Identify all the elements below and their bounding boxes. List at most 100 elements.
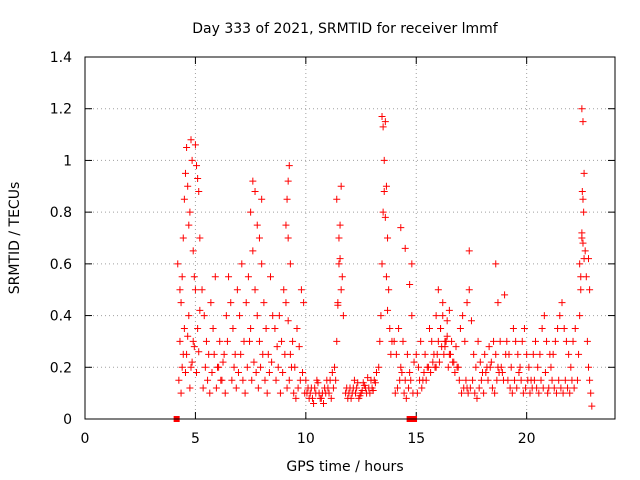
data-point xyxy=(463,384,471,392)
data-point xyxy=(241,389,249,397)
data-point xyxy=(381,118,389,126)
data-point xyxy=(255,337,263,345)
data-point xyxy=(201,363,209,371)
data-point xyxy=(445,306,453,314)
data-point xyxy=(441,337,449,345)
data-point xyxy=(417,337,425,345)
data-point xyxy=(249,177,257,185)
data-point xyxy=(352,389,360,397)
data-point xyxy=(485,343,493,351)
data-point xyxy=(290,389,298,397)
data-point xyxy=(444,363,452,371)
data-point xyxy=(472,363,480,371)
data-point xyxy=(325,389,333,397)
data-point xyxy=(273,343,281,351)
data-point xyxy=(375,363,383,371)
data-point xyxy=(398,368,406,376)
data-point xyxy=(585,255,592,263)
data-point xyxy=(195,348,203,356)
data-point xyxy=(216,337,224,345)
data-point xyxy=(254,384,262,392)
data-point xyxy=(482,368,490,376)
data-point xyxy=(275,312,283,320)
data-point xyxy=(382,273,390,281)
data-point xyxy=(223,337,231,345)
data-point xyxy=(422,376,430,384)
data-point xyxy=(212,384,220,392)
data-point xyxy=(462,376,470,384)
data-point xyxy=(250,358,258,366)
data-point xyxy=(443,317,451,325)
data-point xyxy=(418,384,426,392)
data-point xyxy=(580,169,588,177)
data-point xyxy=(524,376,532,384)
data-point xyxy=(407,376,415,384)
data-point xyxy=(515,368,523,376)
data-point xyxy=(222,312,230,320)
data-point xyxy=(544,389,552,397)
data-point xyxy=(255,234,263,242)
data-point xyxy=(332,376,340,384)
data-point xyxy=(506,384,514,392)
data-point xyxy=(487,358,495,366)
data-point xyxy=(587,389,595,397)
data-point xyxy=(258,260,266,268)
data-point xyxy=(303,389,311,397)
data-point xyxy=(345,389,353,397)
data-point xyxy=(579,195,587,203)
data-point xyxy=(185,312,193,320)
data-point xyxy=(583,337,591,345)
y-tick-label: 1.4 xyxy=(50,50,72,66)
data-point xyxy=(200,312,208,320)
data-point xyxy=(202,337,210,345)
data-point xyxy=(183,144,191,151)
data-point xyxy=(246,337,254,345)
data-point xyxy=(507,363,515,371)
data-point xyxy=(177,389,185,397)
data-point xyxy=(378,112,386,120)
data-point xyxy=(253,312,261,320)
data-point xyxy=(459,312,467,320)
data-point xyxy=(461,337,469,345)
data-point xyxy=(356,392,364,400)
data-point xyxy=(367,376,375,384)
data-point xyxy=(384,234,392,242)
data-point xyxy=(395,325,403,332)
data-point xyxy=(178,363,186,371)
data-point xyxy=(547,363,555,371)
data-point xyxy=(305,394,313,402)
data-point xyxy=(522,384,530,392)
data-point xyxy=(435,358,443,366)
data-point xyxy=(195,187,203,195)
data-point xyxy=(310,399,318,407)
data-point xyxy=(233,286,241,294)
data-point xyxy=(426,325,433,332)
data-point xyxy=(518,337,526,345)
data-point xyxy=(180,325,188,332)
data-point xyxy=(219,358,227,366)
data-point xyxy=(439,299,447,307)
data-point xyxy=(473,394,481,402)
y-tick-label: 0.4 xyxy=(50,309,72,325)
data-point xyxy=(481,350,489,358)
data-point xyxy=(492,350,500,358)
data-point xyxy=(467,317,475,325)
data-point xyxy=(513,384,521,392)
data-point xyxy=(391,389,399,397)
data-point xyxy=(509,325,517,332)
data-point xyxy=(557,384,565,392)
data-point xyxy=(175,376,183,384)
data-point xyxy=(369,387,377,395)
data-point xyxy=(327,394,335,402)
data-point xyxy=(390,337,398,345)
data-point xyxy=(536,350,544,358)
data-point xyxy=(184,332,192,340)
data-point xyxy=(323,376,331,384)
data-point xyxy=(338,273,346,281)
data-point xyxy=(262,325,270,332)
chart-title: Day 333 of 2021, SRMTID for receiver lmm… xyxy=(192,21,499,37)
data-point xyxy=(189,337,197,345)
data-point xyxy=(575,350,583,358)
data-point xyxy=(491,389,499,397)
data-point xyxy=(228,376,236,384)
